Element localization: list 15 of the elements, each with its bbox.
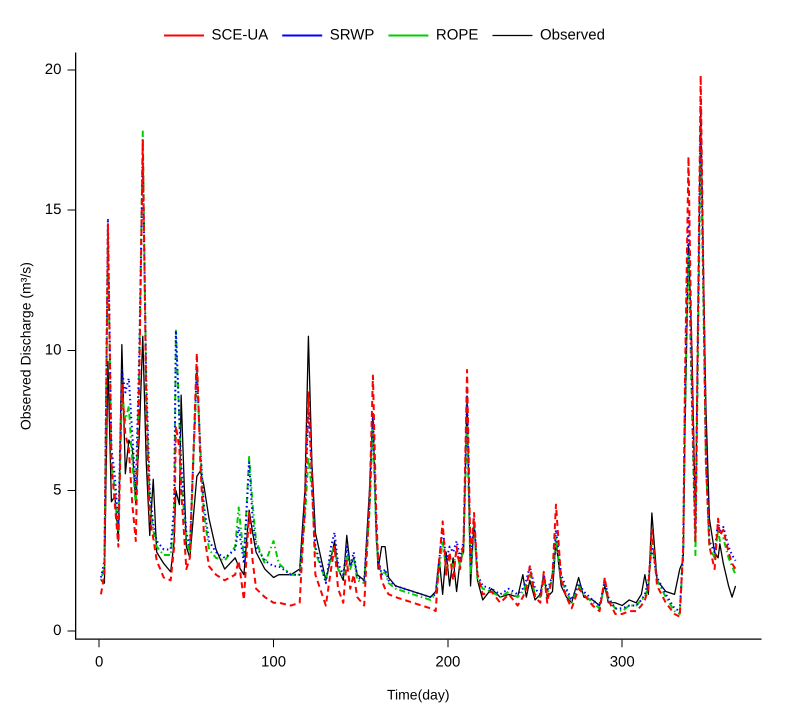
- legend-label: SCE-UA: [212, 26, 268, 44]
- x-tick-label: 300: [610, 653, 635, 670]
- y-tick-label: 10: [44, 341, 62, 358]
- y-axis-title: Observed Discharge (m³/s): [17, 262, 34, 430]
- y-tick-label: 20: [44, 60, 62, 78]
- x-tick-label: 200: [435, 653, 460, 670]
- legend-label: Observed: [540, 26, 605, 44]
- legend-label: SRWP: [330, 26, 374, 44]
- y-tick-label: 0: [53, 622, 62, 639]
- x-tick-label: 100: [261, 653, 286, 670]
- x-tick-label: 0: [95, 653, 104, 670]
- y-tick-label: 5: [53, 482, 62, 499]
- y-tick-label: 15: [44, 201, 62, 218]
- legend-label: ROPE: [436, 26, 478, 44]
- x-axis-title: Time(day): [386, 686, 450, 702]
